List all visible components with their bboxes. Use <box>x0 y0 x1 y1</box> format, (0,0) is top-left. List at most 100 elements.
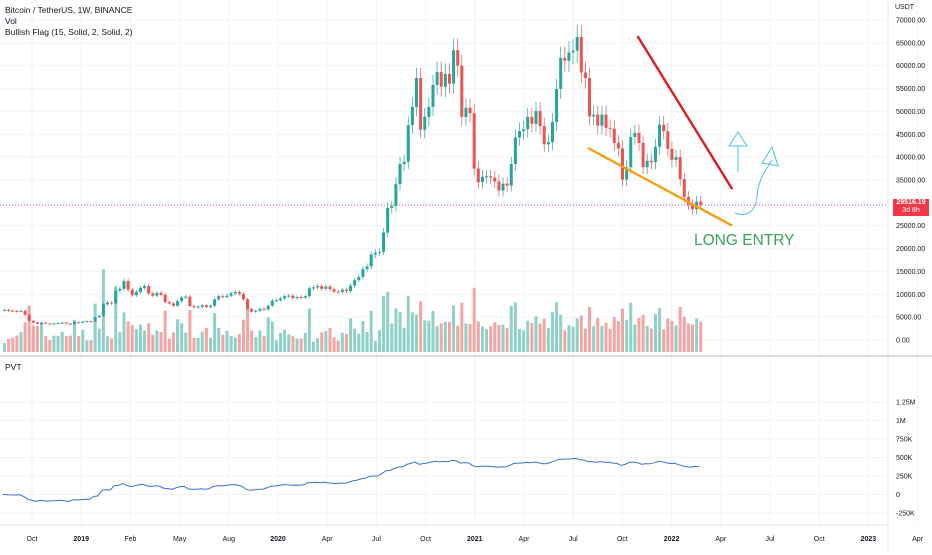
pvt-tick-label: 1.25M <box>896 400 916 407</box>
volume-bar <box>283 329 287 352</box>
candle-body <box>340 289 344 292</box>
volume-bar <box>686 323 690 352</box>
candle-body <box>509 164 513 186</box>
volume-bar <box>159 331 163 352</box>
volume-bar <box>485 329 489 352</box>
volume-bar <box>213 313 217 352</box>
candle-body <box>204 305 208 308</box>
candle-body <box>270 300 274 306</box>
volume-bar <box>217 327 221 352</box>
candle-body <box>15 310 19 312</box>
price-tick-label: 40000.00 <box>896 155 925 162</box>
candle-body <box>85 321 89 323</box>
volume-bar <box>192 337 196 352</box>
candle-body <box>283 296 287 299</box>
volume-bar <box>369 310 373 352</box>
candle-body <box>625 167 629 180</box>
candle-body <box>180 297 184 302</box>
last-price-tag: 29516.19 3d 8h <box>893 199 929 216</box>
candle-body <box>31 320 35 323</box>
projection-arrow-path <box>734 159 773 215</box>
pvt-tick-label: 1M <box>896 418 906 425</box>
volume-bar <box>415 314 418 352</box>
volume-bar <box>583 328 587 352</box>
volume-bar <box>229 336 233 352</box>
candle-body <box>60 322 64 324</box>
volume-bar <box>588 306 592 352</box>
time-tick-label: 2021 <box>467 536 483 543</box>
candle-body <box>382 232 386 252</box>
volume-bar <box>77 336 81 352</box>
candle-body <box>649 160 653 163</box>
volume-bar <box>501 324 505 352</box>
volume-bar <box>307 308 311 352</box>
volume-bar <box>60 331 64 352</box>
candle-body <box>324 286 328 289</box>
volume-bar <box>637 318 641 352</box>
volume-bar <box>312 341 315 352</box>
volume-bar <box>262 335 266 352</box>
candle-body <box>303 296 307 298</box>
candle-body <box>468 107 472 114</box>
volume-bar <box>316 338 320 352</box>
candle-body <box>373 252 377 255</box>
time-tick-label: 2022 <box>664 536 680 543</box>
volume-bar <box>336 340 340 352</box>
volume-bar <box>431 310 435 352</box>
volume-bar <box>287 334 291 352</box>
time-tick-label: Feb <box>124 536 136 543</box>
time-tick-label: Apr <box>519 536 531 543</box>
candle-body <box>312 287 315 289</box>
price-tick-label: 45000.00 <box>896 132 925 139</box>
candle-body <box>320 286 324 289</box>
time-tick-label: Apr <box>912 536 924 543</box>
volume-bar <box>513 302 517 352</box>
candle-body <box>505 183 509 186</box>
volume-bar <box>106 336 109 352</box>
candle-body <box>460 65 464 117</box>
candle-body <box>641 142 645 168</box>
candle-body <box>299 297 303 299</box>
volume-bar <box>382 295 386 352</box>
candle-body <box>394 184 398 207</box>
volume-bar <box>320 332 324 352</box>
candle-body <box>583 72 587 79</box>
candle-body <box>493 177 497 182</box>
candle-body <box>44 322 48 324</box>
candle-body <box>666 131 670 149</box>
volume-bar <box>279 332 283 352</box>
time-tick-label: Jul <box>372 536 381 543</box>
candle-body <box>213 299 217 306</box>
price-tick-label: 55000.00 <box>896 86 925 93</box>
volume-bar <box>180 323 184 352</box>
volume-bar <box>89 340 93 352</box>
candle-body <box>73 322 77 325</box>
volume-bar <box>555 302 559 352</box>
candle-body <box>143 286 147 288</box>
symbol-title[interactable]: Bitcoin / TetherUS, 1W, BINANCE <box>5 5 133 15</box>
candle-body <box>608 127 612 129</box>
volume-label[interactable]: Vol <box>5 16 17 26</box>
candle-body <box>167 302 171 304</box>
indicator-label[interactable]: Bullish Flag (15, Solid, 2, Solid, 2) <box>5 27 133 37</box>
volume-bar <box>23 322 27 352</box>
volume-bar <box>423 320 427 352</box>
volume-bar <box>299 338 303 352</box>
candle-body <box>122 281 126 289</box>
volume-bar <box>447 322 451 352</box>
candle-body <box>369 254 373 267</box>
volume-bar <box>682 316 686 352</box>
candle-body <box>526 116 530 130</box>
volume-bar <box>204 327 208 352</box>
candle-body <box>68 323 72 325</box>
candle-body <box>19 310 23 312</box>
candle-body <box>390 206 394 208</box>
pvt-label[interactable]: PVT <box>5 362 22 372</box>
volume-bar <box>122 312 126 352</box>
candle-body <box>97 315 101 318</box>
candle-body <box>377 251 381 253</box>
candle-body <box>126 281 130 290</box>
candle-body <box>518 131 521 138</box>
